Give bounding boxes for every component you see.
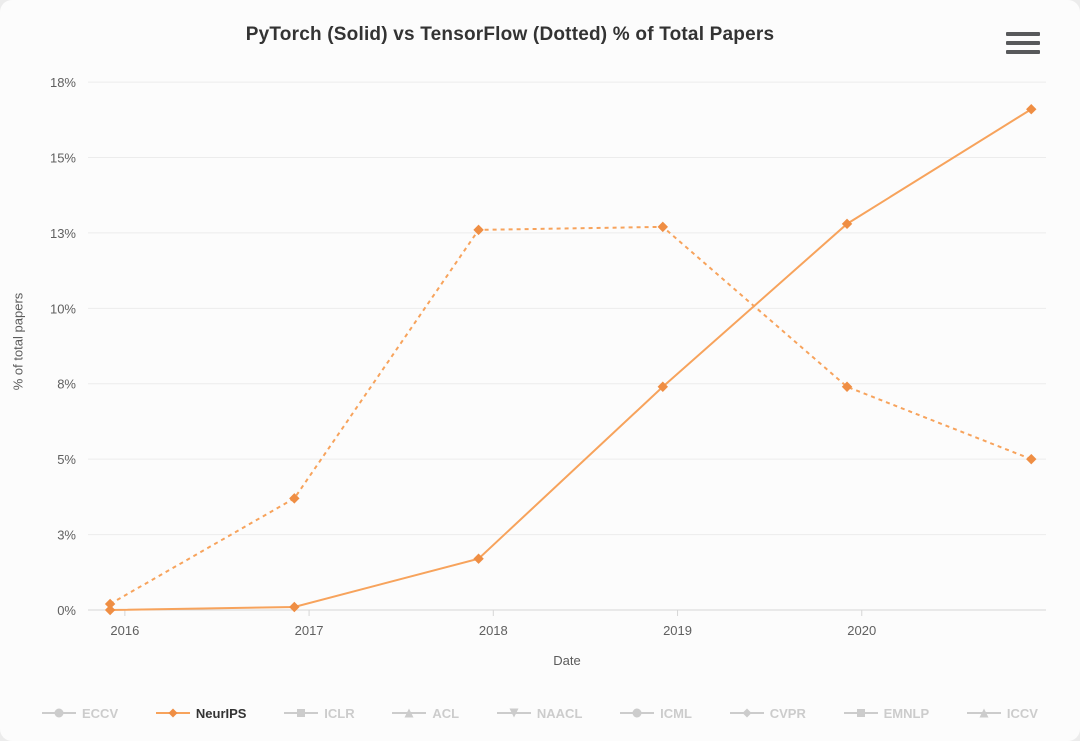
- legend-item-label: NAACL: [536, 705, 583, 721]
- hamburger-menu-icon: [1006, 32, 1040, 36]
- y-axis-title: % of total papers: [10, 292, 26, 391]
- x-tick-label: 2016: [110, 623, 139, 638]
- x-tick-label: 2019: [663, 623, 692, 638]
- legend-triangle-marker-icon: [966, 708, 1001, 718]
- legend-diamond-marker-icon: [155, 708, 190, 718]
- tensorflow-data-point-marker[interactable]: [657, 221, 669, 233]
- legend-square-marker-icon: [843, 709, 878, 717]
- y-tick-label: 13%: [50, 226, 76, 241]
- legend-circle-marker-icon: [620, 708, 655, 718]
- y-tick-label: 5%: [57, 452, 76, 467]
- pytorch-data-point-marker[interactable]: [473, 553, 484, 564]
- chart-context-menu-button[interactable]: [1006, 31, 1040, 55]
- legend-item-label: ICLR: [324, 705, 355, 721]
- legend-item-acl[interactable]: ACL: [392, 706, 459, 721]
- y-tick-label: 18%: [50, 75, 76, 90]
- x-axis-title: Date: [553, 653, 581, 668]
- legend-item-label: CVPR: [769, 705, 806, 721]
- pytorch-data-point-marker[interactable]: [841, 218, 853, 230]
- legend-circle-marker-icon: [42, 708, 76, 718]
- legend-square-marker-icon: [284, 709, 319, 717]
- tensorflow-data-point-marker[interactable]: [473, 224, 484, 236]
- chart-legend: ECCV NeurIPS ICLR ACL NAACL ICML CVPR EMNLP ICCV: [42, 701, 1038, 725]
- legend-item-emnlp[interactable]: EMNLP: [843, 705, 930, 721]
- legend-item-label: ECCV: [82, 705, 119, 721]
- legend-item-eccv[interactable]: ECCV: [42, 706, 118, 721]
- legend-item-icml[interactable]: ICML: [620, 706, 692, 721]
- tensorflow-data-point-marker[interactable]: [841, 381, 853, 392]
- legend-item-label: ICML: [660, 705, 692, 721]
- x-tick-label: 2020: [847, 623, 876, 638]
- legend-item-neurips[interactable]: NeurIPS: [155, 705, 247, 721]
- y-tick-label: 3%: [57, 528, 76, 543]
- tensorflow-series-line[interactable]: [109, 225, 1032, 605]
- pytorch-data-point-marker[interactable]: [1026, 104, 1037, 115]
- x-tick-label: 2017: [295, 623, 324, 638]
- hamburger-menu-icon: [1006, 50, 1040, 54]
- legend-item-iclr[interactable]: ICLR: [284, 705, 355, 721]
- pytorch-data-point-marker[interactable]: [657, 381, 669, 392]
- y-tick-label: 10%: [50, 301, 76, 316]
- y-tick-label: 0%: [57, 603, 76, 618]
- chart-title: PyTorch (Solid) vs TensorFlow (Dotted) %…: [245, 24, 775, 45]
- tensorflow-data-point-marker[interactable]: [104, 598, 116, 610]
- legend-item-label: NeurIPS: [195, 705, 247, 721]
- legend-diamond-marker-icon: [729, 708, 764, 718]
- tensorflow-data-point-marker[interactable]: [289, 493, 300, 504]
- legend-item-iccv[interactable]: ICCV: [966, 705, 1038, 721]
- plot-area: 0% 3% 5% 8% 10% 13% 15% 18% 2016 2017 2018 2019 2020: [50, 75, 1046, 638]
- y-tick-label: 8%: [57, 377, 76, 392]
- y-tick-label: 15%: [50, 150, 76, 165]
- hamburger-menu-icon: [1006, 41, 1040, 45]
- pytorch-data-point-marker[interactable]: [289, 601, 300, 613]
- legend-item-label: ICCV: [1006, 705, 1038, 721]
- pytorch-data-point-marker[interactable]: [104, 604, 116, 616]
- legend-item-cvpr[interactable]: CVPR: [729, 705, 806, 721]
- legend-item-label: EMNLP: [883, 705, 930, 721]
- legend-item-label: ACL: [432, 705, 460, 721]
- x-tick-label: 2018: [479, 623, 508, 638]
- pytorch-series-line[interactable]: [110, 108, 1032, 611]
- tensorflow-data-point-marker[interactable]: [1026, 453, 1037, 465]
- legend-item-naacl[interactable]: NAACL: [496, 705, 583, 721]
- legend-triangle-marker-icon: [392, 708, 427, 718]
- legend-triangle-down-marker-icon: [496, 708, 531, 718]
